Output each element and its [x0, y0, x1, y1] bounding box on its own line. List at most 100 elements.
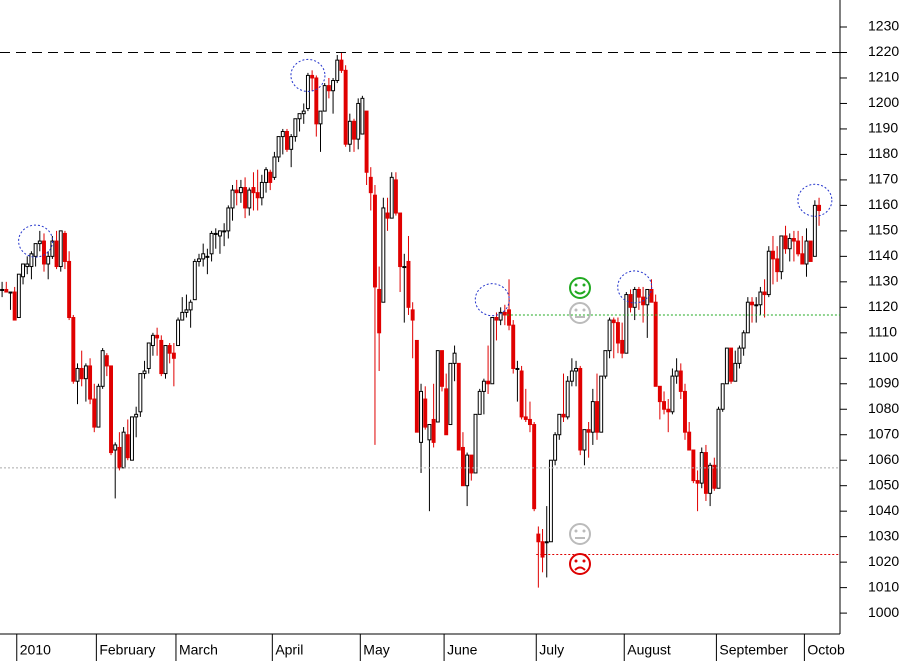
smiley-sad	[569, 553, 591, 575]
candle-body	[548, 459, 553, 543]
highlight-circle	[617, 270, 653, 304]
y-tick-label: 1140	[868, 247, 898, 263]
candle-body	[402, 266, 407, 269]
candle-body	[750, 301, 754, 306]
y-tick-label: 1210	[868, 69, 899, 85]
candle-body	[636, 288, 641, 298]
candle-body	[222, 230, 227, 233]
y-tick-label: 1190	[868, 120, 898, 136]
candle-body	[628, 294, 633, 308]
candle-body	[561, 413, 566, 418]
candle-body	[372, 194, 377, 288]
candle-body	[553, 434, 558, 461]
candle-body	[171, 352, 176, 359]
x-tick-label: May	[363, 642, 389, 658]
candle-body	[716, 408, 721, 489]
candle-body	[607, 319, 612, 352]
x-tick-label: September	[719, 642, 788, 658]
candle-body	[465, 454, 470, 487]
candle-body	[213, 232, 218, 235]
y-tick-label: 1020	[868, 553, 899, 569]
candle-body	[343, 69, 348, 145]
candle-body	[599, 375, 604, 433]
y-tick-label: 1160	[868, 196, 898, 212]
y-tick-label: 1130	[868, 273, 898, 289]
candle-body	[724, 347, 729, 385]
candle-body	[590, 401, 595, 433]
candle-body	[33, 243, 38, 257]
candle-body	[687, 431, 692, 451]
candle-body	[473, 413, 478, 474]
candle-body	[737, 347, 742, 364]
candle-body	[276, 136, 281, 158]
candle-body	[683, 390, 687, 433]
candle-body	[515, 367, 520, 370]
candle-body	[624, 294, 629, 354]
y-tick-label: 1080	[868, 400, 899, 416]
candle-body	[389, 176, 394, 219]
candle-body	[280, 130, 285, 138]
candle-body	[150, 334, 155, 347]
candle-body	[176, 319, 181, 347]
candle-body	[779, 235, 784, 273]
candle-body	[188, 301, 193, 311]
x-tick-label: April	[275, 642, 303, 658]
candle-body	[582, 429, 587, 451]
candle-body	[83, 365, 88, 380]
candle-body	[305, 74, 310, 110]
candle-body	[138, 373, 143, 413]
candle-body	[419, 390, 424, 443]
candle-body	[528, 418, 532, 426]
candle-body	[733, 362, 738, 382]
candle-body	[729, 347, 734, 382]
y-tick-label: 1170	[868, 171, 898, 187]
candle-body	[523, 416, 528, 420]
candle-body	[557, 413, 562, 436]
candle-body	[427, 424, 432, 441]
highlight-circle	[474, 283, 510, 317]
candle-body	[741, 332, 746, 349]
candle-body	[318, 110, 323, 125]
candle-body	[58, 230, 63, 268]
candle-body	[695, 480, 700, 484]
candle-body	[314, 77, 319, 125]
candle-body	[46, 255, 51, 265]
candle-body	[272, 156, 277, 178]
x-tick-label: August	[627, 642, 671, 658]
candle-body	[104, 355, 109, 367]
candle-body	[163, 345, 168, 375]
candle-body	[423, 398, 428, 428]
y-tick-label: 1220	[868, 43, 899, 59]
candle-body	[649, 288, 654, 303]
x-tick-label: 2010	[20, 642, 51, 658]
x-tick-label: March	[179, 642, 218, 658]
candle-body	[117, 446, 122, 469]
candle-body	[603, 350, 608, 377]
candle-body	[197, 258, 201, 262]
candle-body	[536, 533, 541, 543]
candle-body	[297, 113, 302, 120]
candle-body	[121, 431, 126, 469]
candle-body	[574, 367, 579, 372]
candle-body	[167, 345, 172, 354]
candle-body	[804, 240, 809, 265]
candle-body	[431, 418, 436, 443]
candle-body	[469, 454, 474, 474]
candle-body	[192, 260, 197, 301]
y-tick-label: 1070	[868, 425, 899, 441]
candle-body	[16, 273, 21, 319]
x-tick-label: June	[447, 642, 478, 658]
candle-body	[259, 181, 264, 199]
candle-body	[406, 260, 411, 308]
candle-body	[310, 74, 315, 79]
candle-body	[217, 230, 222, 237]
candle-body	[460, 446, 465, 487]
candle-body	[398, 212, 403, 268]
candle-body	[247, 189, 252, 209]
candle-body	[414, 339, 419, 433]
candle-body	[569, 370, 574, 382]
candle-body	[264, 169, 269, 183]
candle-body	[0, 288, 5, 291]
highlight-circle	[797, 183, 833, 217]
candle-body	[708, 464, 713, 494]
